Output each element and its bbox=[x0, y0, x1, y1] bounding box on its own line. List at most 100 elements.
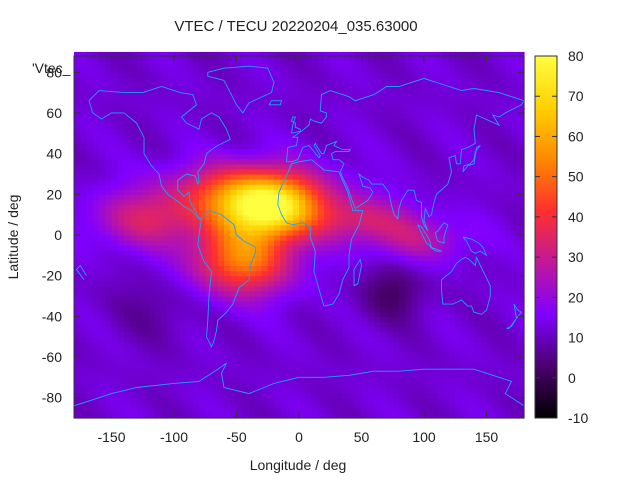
heatmap-cell bbox=[236, 295, 244, 302]
heatmap-cell bbox=[474, 123, 481, 129]
heatmap-cell bbox=[305, 118, 313, 124]
heatmap-cell bbox=[292, 184, 300, 190]
heatmap-cell bbox=[192, 331, 200, 338]
heatmap-cell bbox=[124, 219, 131, 226]
heatmap-cell bbox=[499, 118, 506, 124]
heatmap-cell bbox=[517, 82, 525, 89]
heatmap-cell bbox=[242, 321, 250, 328]
heatmap-cell bbox=[380, 285, 388, 292]
heatmap-cell bbox=[124, 377, 131, 384]
heatmap-cell bbox=[286, 67, 294, 73]
heatmap-cell bbox=[267, 260, 275, 267]
heatmap-cell bbox=[161, 270, 169, 277]
heatmap-cell bbox=[274, 285, 281, 292]
heatmap-cell bbox=[430, 112, 438, 119]
heatmap-cell bbox=[480, 356, 488, 363]
heatmap-cell bbox=[242, 138, 250, 145]
heatmap-cell bbox=[511, 362, 519, 368]
heatmap-cell bbox=[417, 168, 425, 175]
heatmap-cell bbox=[217, 392, 225, 399]
heatmap-cell bbox=[192, 402, 200, 409]
heatmap-cell bbox=[374, 240, 381, 246]
heatmap-cell bbox=[105, 295, 113, 302]
heatmap-cell bbox=[367, 280, 375, 287]
heatmap-cell bbox=[186, 336, 194, 343]
heatmap-cell bbox=[105, 397, 113, 404]
heatmap-cell bbox=[480, 240, 488, 246]
heatmap-cell bbox=[417, 356, 425, 363]
heatmap-cell bbox=[486, 255, 494, 261]
heatmap-cell bbox=[255, 407, 263, 414]
heatmap-cell bbox=[86, 163, 94, 170]
heatmap-cell bbox=[436, 326, 444, 333]
heatmap-cell bbox=[224, 412, 231, 419]
heatmap-cell bbox=[105, 133, 113, 139]
heatmap-cell bbox=[217, 158, 225, 165]
heatmap-cell bbox=[261, 356, 269, 363]
heatmap-cell bbox=[224, 148, 231, 155]
heatmap-cell bbox=[142, 62, 150, 68]
heatmap-cell bbox=[292, 214, 300, 221]
heatmap-cell bbox=[330, 336, 338, 343]
heatmap-cell bbox=[142, 77, 150, 84]
heatmap-cell bbox=[236, 392, 244, 399]
heatmap-cell bbox=[86, 179, 94, 185]
heatmap-cell bbox=[511, 290, 519, 297]
heatmap-cell bbox=[311, 356, 319, 363]
heatmap-cell bbox=[355, 341, 363, 348]
heatmap-cell bbox=[292, 189, 300, 195]
heatmap-cell bbox=[505, 67, 513, 73]
heatmap-cell bbox=[399, 341, 406, 348]
heatmap-cell bbox=[517, 295, 525, 302]
heatmap-cell bbox=[224, 204, 231, 211]
heatmap-cell bbox=[242, 377, 250, 384]
heatmap-cell bbox=[486, 306, 494, 312]
heatmap-cell bbox=[330, 199, 338, 206]
heatmap-cell bbox=[474, 392, 481, 399]
heatmap-cell bbox=[255, 184, 263, 190]
heatmap-cell bbox=[367, 189, 375, 195]
heatmap-cell bbox=[249, 331, 256, 338]
heatmap-cell bbox=[117, 326, 125, 333]
heatmap-cell bbox=[130, 316, 138, 322]
heatmap-cell bbox=[461, 280, 469, 287]
heatmap-cell bbox=[136, 326, 144, 333]
heatmap-cell bbox=[99, 82, 106, 89]
heatmap-cell bbox=[499, 245, 506, 251]
heatmap-cell bbox=[317, 199, 325, 206]
heatmap-cell bbox=[505, 397, 513, 404]
heatmap-cell bbox=[80, 285, 88, 292]
heatmap-cell bbox=[211, 316, 219, 322]
heatmap-cell bbox=[261, 311, 269, 317]
heatmap-cell bbox=[105, 346, 113, 353]
heatmap-cell bbox=[480, 219, 488, 226]
heatmap-cell bbox=[242, 265, 250, 272]
heatmap-cell bbox=[492, 168, 500, 175]
heatmap-cell bbox=[249, 336, 256, 343]
heatmap-cell bbox=[174, 143, 181, 150]
heatmap-cell bbox=[80, 275, 88, 282]
heatmap-cell bbox=[142, 138, 150, 145]
heatmap-cell bbox=[174, 295, 181, 302]
heatmap-cell bbox=[161, 87, 169, 94]
heatmap-cell bbox=[261, 326, 269, 333]
heatmap-cell bbox=[517, 189, 525, 195]
heatmap-cell bbox=[455, 377, 463, 384]
heatmap-cell bbox=[292, 240, 300, 246]
heatmap-cell bbox=[467, 163, 475, 170]
heatmap-cell bbox=[230, 77, 238, 84]
heatmap-cell bbox=[199, 301, 206, 307]
heatmap-cell bbox=[411, 321, 419, 328]
heatmap-cell bbox=[136, 285, 144, 292]
heatmap-cell bbox=[161, 229, 169, 236]
heatmap-cell bbox=[211, 336, 219, 343]
heatmap-cell bbox=[392, 194, 400, 200]
heatmap-cell bbox=[305, 173, 313, 180]
heatmap-cell bbox=[361, 189, 369, 195]
heatmap-cell bbox=[149, 219, 156, 226]
heatmap-cell bbox=[317, 107, 325, 114]
heatmap-cell bbox=[130, 331, 138, 338]
heatmap-cell bbox=[267, 224, 275, 231]
heatmap-cell bbox=[249, 67, 256, 73]
heatmap-cell bbox=[361, 240, 369, 246]
